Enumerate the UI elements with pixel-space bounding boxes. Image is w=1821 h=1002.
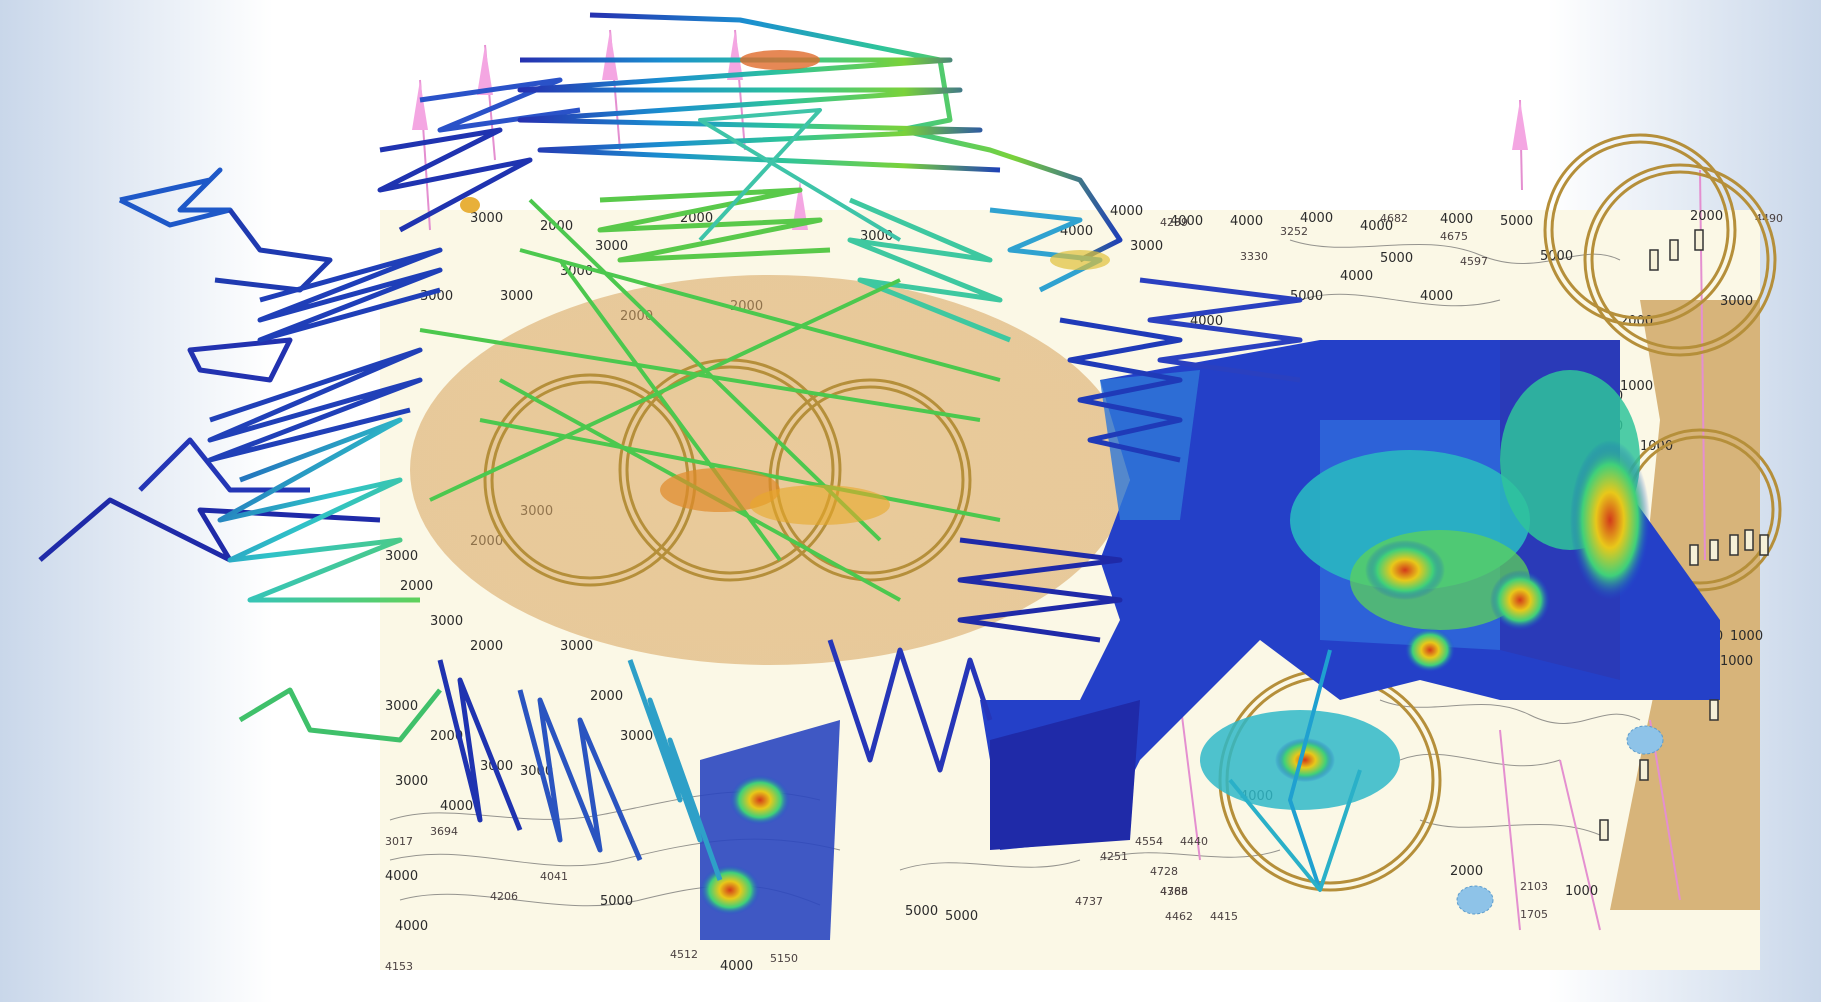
depth-label: 4440: [1180, 835, 1208, 848]
depth-label: 4041: [540, 870, 568, 883]
depth-label: 4366: [1160, 885, 1188, 898]
depth-label: 5000: [1500, 214, 1533, 229]
depth-label: 3694: [430, 825, 458, 838]
depth-label: 4000: [1340, 269, 1373, 284]
depth-label: 5000: [1380, 251, 1413, 266]
blue-site-markers: [1456, 725, 1664, 915]
depth-label: 4415: [1210, 910, 1238, 923]
depth-label: 4153: [385, 960, 413, 973]
depth-label: 2000: [1450, 864, 1483, 879]
depth-label: 3330: [1240, 250, 1268, 263]
depth-label: 4000: [1300, 211, 1333, 226]
depth-label: 4737: [1075, 895, 1103, 908]
ship-tracks: [38, 12, 1362, 892]
depth-label: 3000: [385, 549, 418, 564]
depth-label: 4462: [1165, 910, 1193, 923]
depth-label: 1000: [1565, 884, 1598, 899]
depth-label: 5000: [600, 894, 633, 909]
depth-label: 4682: [1380, 212, 1408, 225]
depth-label: 5000: [905, 904, 938, 919]
depth-label: 5150: [770, 952, 798, 965]
depth-label: 4239: [1160, 216, 1188, 229]
depth-label: 2000: [1690, 209, 1723, 224]
depth-label: 4000: [1420, 289, 1453, 304]
depth-label: 4000: [395, 919, 428, 934]
depth-label: 4000: [1360, 219, 1393, 234]
depth-label: 3000: [500, 289, 533, 304]
depth-label: 1000: [1720, 654, 1753, 669]
depth-label: 2000: [590, 689, 623, 704]
depth-label: 4554: [1135, 835, 1163, 848]
depth-label: 4000: [1110, 204, 1143, 219]
depth-label: 2000: [470, 639, 503, 654]
depth-label: 4728: [1150, 865, 1178, 878]
depth-label: 2000: [430, 729, 463, 744]
depth-label: 4000: [720, 959, 753, 974]
depth-label: 1000: [1620, 379, 1653, 394]
depth-label: 4206: [490, 890, 518, 903]
high-intensity-zones: [460, 50, 1110, 525]
depth-label: 4783: [1160, 885, 1188, 898]
depth-label: 3000: [430, 614, 463, 629]
depth-label: 3000: [1720, 294, 1753, 309]
depth-label: 4512: [670, 948, 698, 961]
depth-label: 3000: [395, 774, 428, 789]
depth-label: 1000: [1730, 629, 1763, 644]
depth-label: 3000: [1130, 239, 1163, 254]
depth-label: 3252: [1280, 225, 1308, 238]
depth-label: 3000: [595, 239, 628, 254]
depth-label: 4000: [1440, 212, 1473, 227]
mooring-markers: [1599, 229, 1769, 841]
depth-label: 3000: [470, 211, 503, 226]
depth-label: 4000: [440, 799, 473, 814]
depth-label: 3000: [620, 729, 653, 744]
pink-markers: [412, 30, 1528, 230]
depth-label: 2000: [400, 579, 433, 594]
depth-label: 4000: [1170, 214, 1203, 229]
depth-label: 4000: [385, 869, 418, 884]
depth-label: 4597: [1460, 255, 1488, 268]
depth-label: 1705: [1520, 908, 1548, 921]
depth-label: 3000: [385, 699, 418, 714]
depth-label: 4675: [1440, 230, 1468, 243]
depth-label: 5000: [945, 909, 978, 924]
depth-label: 4000: [1230, 214, 1263, 229]
depth-label: 2103: [1520, 880, 1548, 893]
depth-label: 4251: [1100, 850, 1128, 863]
depth-label: 4000: [1060, 224, 1093, 239]
multibeam-swath-coverage: [700, 340, 1720, 940]
depth-label: 4490: [1755, 212, 1783, 225]
depth-label: 3000: [560, 639, 593, 654]
depth-label: 3017: [385, 835, 413, 848]
